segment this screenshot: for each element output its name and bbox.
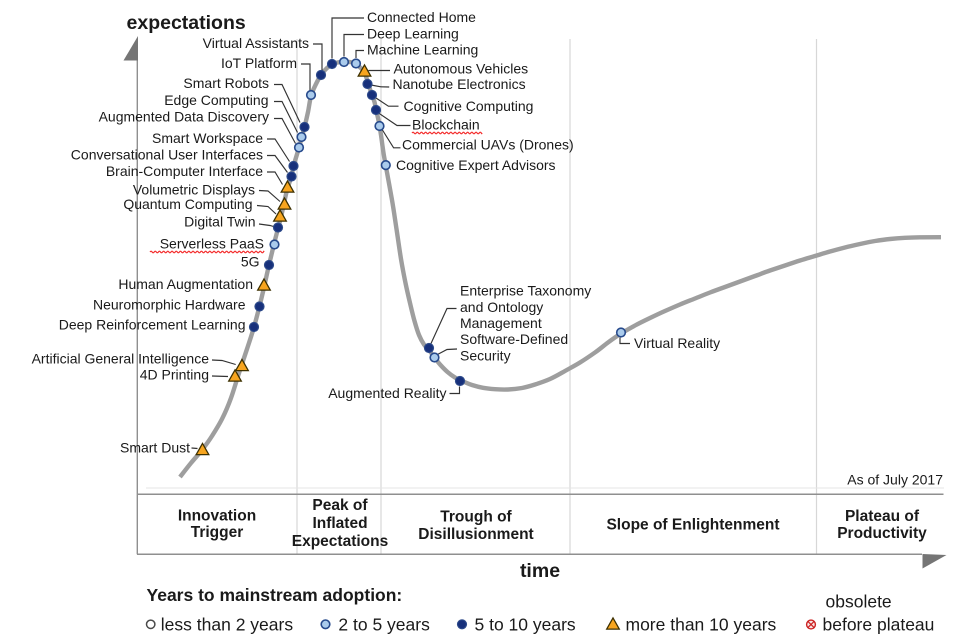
svg-text:Augmented Data Discovery: Augmented Data Discovery	[99, 109, 269, 125]
svg-text:Nanotube Electronics: Nanotube Electronics	[393, 76, 526, 92]
svg-text:Augmented Reality: Augmented Reality	[328, 385, 446, 401]
svg-text:before plateau: before plateau	[823, 615, 935, 635]
svg-text:Peak of: Peak of	[312, 497, 368, 514]
svg-text:Serverless PaaS: Serverless PaaS	[160, 236, 264, 252]
svg-text:Smart Dust: Smart Dust	[120, 440, 190, 456]
svg-text:Software-Defined: Software-Defined	[460, 331, 568, 347]
svg-text:obsolete: obsolete	[826, 592, 892, 612]
svg-text:Quantum Computing: Quantum Computing	[123, 196, 252, 212]
svg-text:Commercial UAVs (Drones): Commercial UAVs (Drones)	[402, 137, 574, 153]
svg-text:Years to mainstream adoption:: Years to mainstream adoption:	[147, 585, 403, 605]
svg-text:Trigger: Trigger	[191, 524, 244, 541]
svg-text:Machine Learning: Machine Learning	[367, 42, 478, 58]
svg-text:2 to 5 years: 2 to 5 years	[338, 615, 430, 635]
svg-text:Digital Twin: Digital Twin	[184, 214, 255, 230]
svg-text:Artificial General Intelligenc: Artificial General Intelligence	[32, 351, 210, 367]
svg-text:As of July 2017: As of July 2017	[847, 472, 943, 488]
svg-text:Enterprise Taxonomy: Enterprise Taxonomy	[460, 283, 591, 299]
svg-text:Slope of Enlightenment: Slope of Enlightenment	[606, 517, 779, 534]
svg-text:Virtual Assistants: Virtual Assistants	[203, 35, 309, 51]
svg-text:Smart Workspace: Smart Workspace	[152, 130, 263, 146]
svg-text:Security: Security	[460, 347, 511, 363]
svg-text:Productivity: Productivity	[837, 525, 927, 542]
svg-text:Deep Reinforcement Learning: Deep Reinforcement Learning	[59, 316, 246, 332]
svg-text:and Ontology: and Ontology	[460, 299, 543, 315]
svg-text:more than 10 years: more than 10 years	[626, 615, 777, 635]
svg-text:Cognitive Computing: Cognitive Computing	[404, 98, 534, 114]
svg-text:Inflated: Inflated	[312, 515, 367, 532]
svg-text:Edge Computing: Edge Computing	[164, 92, 268, 108]
svg-text:Deep Learning: Deep Learning	[367, 26, 459, 42]
svg-text:5 to 10 years: 5 to 10 years	[475, 615, 576, 635]
svg-text:Connected Home: Connected Home	[367, 9, 476, 25]
svg-text:Smart Robots: Smart Robots	[183, 75, 269, 91]
svg-text:Cognitive Expert Advisors: Cognitive Expert Advisors	[396, 157, 556, 173]
svg-text:Volumetric Displays: Volumetric Displays	[133, 182, 255, 198]
svg-text:Blockchain: Blockchain	[412, 116, 480, 132]
svg-text:Trough of: Trough of	[440, 509, 512, 526]
svg-text:Neuromorphic Hardware: Neuromorphic Hardware	[93, 297, 246, 313]
svg-text:IoT Platform: IoT Platform	[221, 55, 297, 71]
svg-text:Human Augmentation: Human Augmentation	[118, 276, 253, 292]
svg-text:Innovation: Innovation	[178, 508, 256, 525]
svg-text:expectations: expectations	[127, 12, 246, 34]
svg-text:less than 2 years: less than 2 years	[161, 615, 294, 635]
svg-text:Plateau of: Plateau of	[845, 508, 920, 525]
svg-text:Management: Management	[460, 315, 542, 331]
svg-text:Conversational User Interfaces: Conversational User Interfaces	[71, 147, 263, 163]
svg-text:Brain-Computer Interface: Brain-Computer Interface	[106, 163, 263, 179]
svg-text:Expectations: Expectations	[292, 533, 388, 550]
svg-text:4D Printing: 4D Printing	[140, 366, 209, 382]
svg-text:Virtual Reality: Virtual Reality	[634, 335, 720, 351]
svg-text:5G: 5G	[241, 254, 260, 270]
svg-text:Autonomous Vehicles: Autonomous Vehicles	[394, 61, 529, 77]
svg-text:Disillusionment: Disillusionment	[418, 526, 533, 543]
svg-text:time: time	[520, 560, 560, 582]
